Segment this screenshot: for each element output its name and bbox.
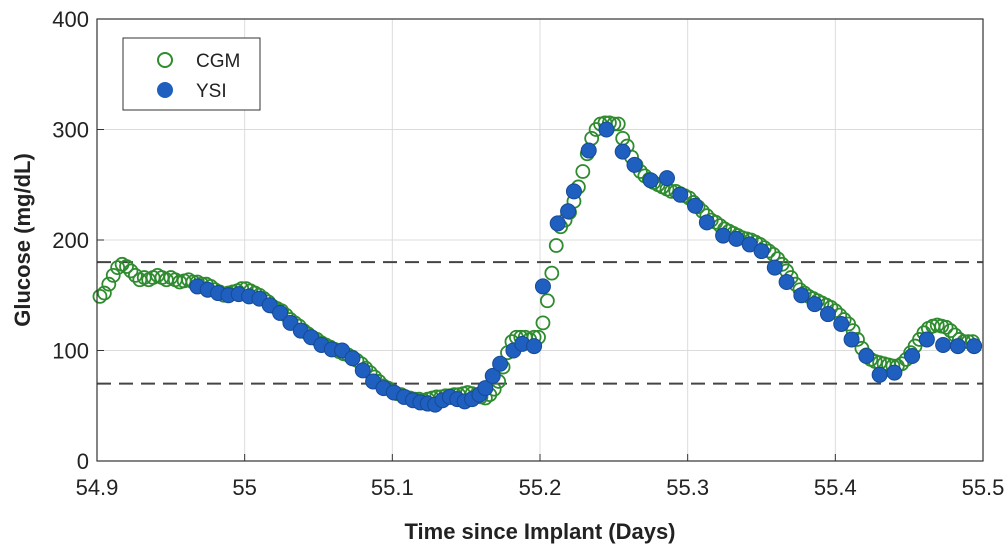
cgm-point bbox=[539, 293, 555, 309]
y-axis-ticks: 0 100 200 300 400 bbox=[52, 7, 104, 474]
ysi-point bbox=[871, 366, 888, 383]
ysi-point bbox=[642, 172, 659, 189]
x-tick-label: 55.2 bbox=[519, 475, 562, 500]
ysi-point bbox=[819, 306, 836, 323]
ysi-point bbox=[534, 278, 551, 295]
ysi-point bbox=[904, 348, 921, 365]
ysi-point bbox=[715, 227, 732, 244]
cgm-point bbox=[544, 265, 560, 281]
y-tick-label: 400 bbox=[52, 7, 89, 32]
y-tick-label: 200 bbox=[52, 228, 89, 253]
cgm-point bbox=[938, 319, 954, 335]
ysi-point bbox=[753, 243, 770, 260]
cgm-point bbox=[92, 288, 108, 304]
ysi-point bbox=[766, 259, 783, 276]
ysi-point bbox=[526, 338, 543, 355]
ysi-point bbox=[728, 230, 745, 247]
x-tick-label: 54.9 bbox=[76, 475, 119, 500]
x-tick-label: 55.1 bbox=[371, 475, 414, 500]
reference-lines bbox=[97, 261, 983, 385]
ysi-point bbox=[560, 203, 577, 220]
ysi-point bbox=[918, 331, 935, 348]
ysi-point bbox=[858, 348, 875, 365]
ysi-point bbox=[778, 273, 795, 290]
y-tick-label: 300 bbox=[52, 118, 89, 143]
ysi-point bbox=[477, 380, 494, 397]
cgm-point bbox=[96, 285, 112, 301]
x-tick-label: 55.4 bbox=[814, 475, 857, 500]
cgm-point bbox=[123, 263, 139, 279]
ysi-point bbox=[484, 367, 501, 384]
x-tick-label: 55 bbox=[232, 475, 256, 500]
cgm-point bbox=[101, 276, 117, 292]
ysi-point bbox=[272, 304, 289, 321]
cgm-point bbox=[119, 259, 134, 274]
ysi-point bbox=[843, 331, 860, 348]
cgm-point bbox=[105, 267, 121, 283]
y-tick-label: 100 bbox=[52, 339, 89, 364]
ysi-series bbox=[189, 121, 983, 413]
x-tick-label: 55.3 bbox=[666, 475, 709, 500]
cgm-point bbox=[575, 164, 591, 179]
ysi-point bbox=[672, 186, 689, 203]
cgm-point bbox=[127, 267, 143, 283]
ysi-point bbox=[806, 296, 823, 313]
legend-cgm-marker bbox=[157, 52, 173, 68]
ysi-point bbox=[598, 121, 615, 138]
ysi-point bbox=[580, 142, 597, 159]
ysi-point bbox=[949, 338, 966, 355]
ysi-point bbox=[793, 287, 810, 304]
x-axis-title: Time since Implant (Days) bbox=[404, 519, 675, 544]
y-axis-title: Glucose (mg/dL) bbox=[10, 153, 35, 327]
ysi-point bbox=[344, 350, 361, 367]
legend-ysi-label: YSI bbox=[196, 81, 227, 102]
legend: CGM YSI bbox=[122, 37, 261, 111]
x-tick-label: 55.5 bbox=[962, 475, 1004, 500]
ysi-point bbox=[565, 183, 582, 200]
ysi-point bbox=[354, 362, 371, 379]
ysi-point bbox=[687, 197, 704, 214]
cgm-point bbox=[548, 238, 564, 253]
ysi-point bbox=[492, 355, 509, 372]
ysi-point bbox=[658, 170, 675, 187]
ysi-point bbox=[549, 215, 566, 232]
ysi-point bbox=[698, 214, 715, 231]
legend-cgm-label: CGM bbox=[196, 51, 240, 72]
ysi-point bbox=[935, 336, 952, 353]
ysi-point bbox=[626, 156, 643, 173]
cgm-point bbox=[943, 323, 958, 339]
ysi-point bbox=[833, 315, 850, 332]
cgm-point bbox=[110, 260, 126, 276]
ysi-point bbox=[886, 364, 903, 381]
cgm-point bbox=[535, 315, 551, 331]
x-axis-ticks: 54.9 55 55.1 55.2 55.3 55.4 55.5 bbox=[76, 454, 1004, 500]
y-tick-label: 0 bbox=[77, 449, 89, 474]
legend-ysi-marker bbox=[157, 82, 173, 98]
legend-box bbox=[122, 37, 261, 111]
ysi-point bbox=[966, 338, 983, 355]
ysi-point bbox=[614, 143, 631, 160]
